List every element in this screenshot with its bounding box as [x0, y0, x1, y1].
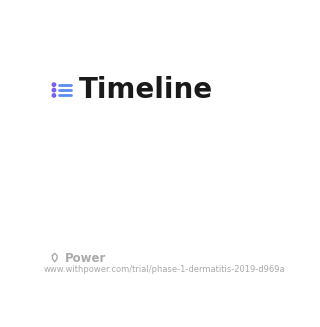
Text: Varies: Varies	[224, 170, 268, 185]
Circle shape	[52, 94, 56, 97]
Text: Treatment ~: Treatment ~	[66, 170, 157, 185]
FancyBboxPatch shape	[0, 319, 8, 327]
Text: up to 2 years: up to 2 years	[172, 224, 268, 239]
Text: Power: Power	[65, 252, 106, 265]
Text: Timeline: Timeline	[79, 76, 213, 104]
Text: 3 weeks: 3 weeks	[209, 116, 268, 131]
Text: Follow ups ~: Follow ups ~	[66, 224, 159, 239]
FancyBboxPatch shape	[0, 318, 8, 327]
Circle shape	[52, 88, 56, 92]
Circle shape	[52, 83, 56, 86]
FancyBboxPatch shape	[0, 318, 8, 327]
Text: Screening ~: Screening ~	[66, 116, 156, 131]
Text: www.withpower.com/trial/phase-1-dermatitis-2019-d969a: www.withpower.com/trial/phase-1-dermatit…	[43, 265, 285, 274]
